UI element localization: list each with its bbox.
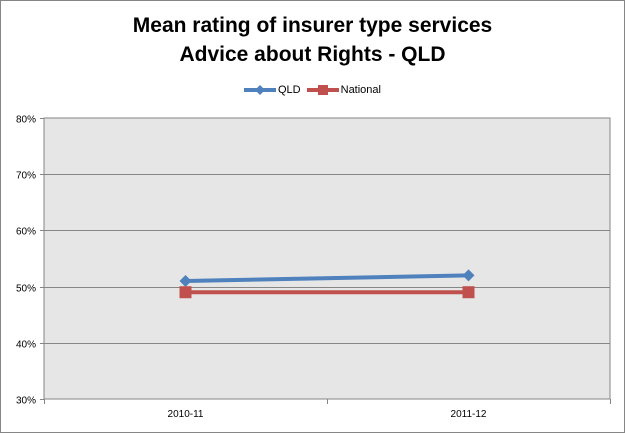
y-tick-label: 30% xyxy=(16,396,36,407)
legend-item-qld: QLD xyxy=(244,84,301,96)
legend-swatch-qld xyxy=(244,85,276,95)
legend: QLD National xyxy=(1,84,624,96)
y-tick-label: 60% xyxy=(16,227,36,238)
legend-label-national: National xyxy=(340,84,381,96)
chart-title-line-2: Advice about Rights - QLD xyxy=(179,43,446,66)
y-tick-label: 80% xyxy=(16,115,36,126)
plot-area xyxy=(43,117,611,400)
legend-item-national: National xyxy=(306,84,381,96)
chart-title: Mean rating of insurer type services Adv… xyxy=(1,11,624,69)
x-tick-label: 2011-12 xyxy=(451,409,487,420)
y-tick-label: 50% xyxy=(16,284,36,295)
data-point-national xyxy=(179,286,192,299)
legend-swatch-national xyxy=(306,85,339,95)
data-point-qld xyxy=(462,269,475,282)
chart-title-line-1: Mean rating of insurer type services xyxy=(132,14,493,37)
x-tick-label: 2010-11 xyxy=(168,409,204,420)
data-point-qld xyxy=(179,274,192,287)
y-tick-label: 40% xyxy=(16,340,36,351)
y-tick-label: 70% xyxy=(16,171,36,182)
legend-label-qld: QLD xyxy=(278,84,301,96)
series-line-qld xyxy=(185,273,469,283)
data-point-national xyxy=(462,286,475,299)
